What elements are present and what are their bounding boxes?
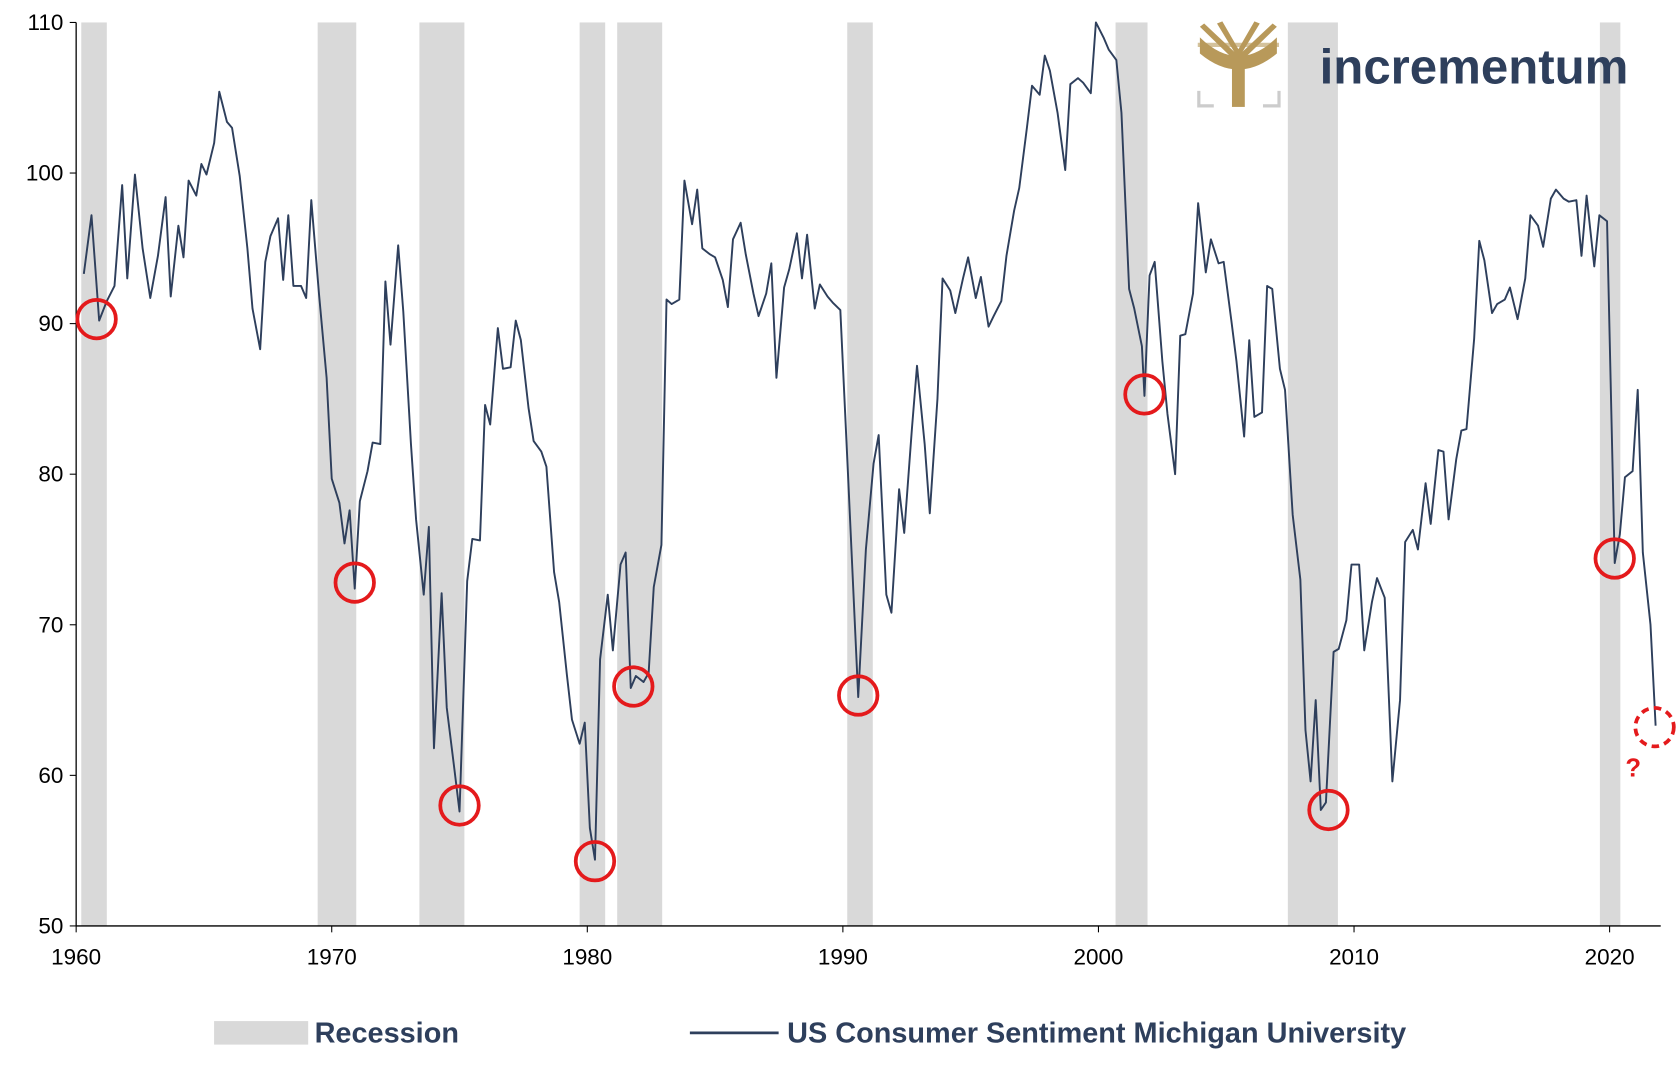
x-tick-label: 1960 — [51, 944, 101, 969]
highlight-circle — [1633, 706, 1676, 749]
recession-band — [1287, 22, 1338, 926]
highlight-circle — [573, 840, 617, 883]
legend-label: Recession — [315, 1017, 459, 1049]
highlight-circle — [75, 297, 118, 341]
logo-frame — [1197, 90, 1281, 108]
y-tick-label: 90 — [38, 311, 63, 336]
recession-band — [579, 22, 606, 926]
recession-band — [81, 22, 107, 926]
highlight-circle — [438, 784, 481, 827]
recession-band — [1115, 22, 1148, 926]
logo: incrementum — [1197, 21, 1629, 108]
x-tick-label: 2020 — [1585, 944, 1635, 969]
y-tick-label: 60 — [38, 763, 63, 788]
y-tick-label: 110 — [28, 10, 64, 35]
annotation: ? — [1625, 754, 1641, 782]
highlight-circle — [333, 561, 376, 604]
logo-text: incrementum — [1320, 39, 1629, 94]
highlight-circle — [612, 665, 655, 708]
highlight-circle — [1307, 788, 1350, 832]
highlight-circle — [1593, 537, 1636, 580]
y-tick-label: 100 — [26, 161, 63, 186]
legend-label: US Consumer Sentiment Michigan Universit… — [787, 1017, 1406, 1049]
y-tick-label: 80 — [38, 462, 63, 487]
logo-tree — [1197, 21, 1280, 107]
recession-band — [419, 22, 465, 926]
legend-swatch — [214, 1021, 309, 1045]
recession-band — [617, 22, 663, 926]
highlight-circle — [837, 674, 880, 717]
x-tick-label: 2010 — [1329, 944, 1379, 969]
x-tick-label: 2000 — [1073, 944, 1123, 969]
x-tick-label: 1980 — [562, 944, 612, 969]
recession-band — [847, 22, 873, 926]
x-tick-label: 1970 — [307, 944, 357, 969]
recession-band — [317, 22, 357, 926]
recession-band — [1599, 22, 1621, 926]
x-tick-label: 1990 — [818, 944, 868, 969]
highlight-circle — [1123, 373, 1166, 416]
y-tick-label: 50 — [38, 913, 63, 938]
y-tick-label: 70 — [38, 612, 63, 637]
